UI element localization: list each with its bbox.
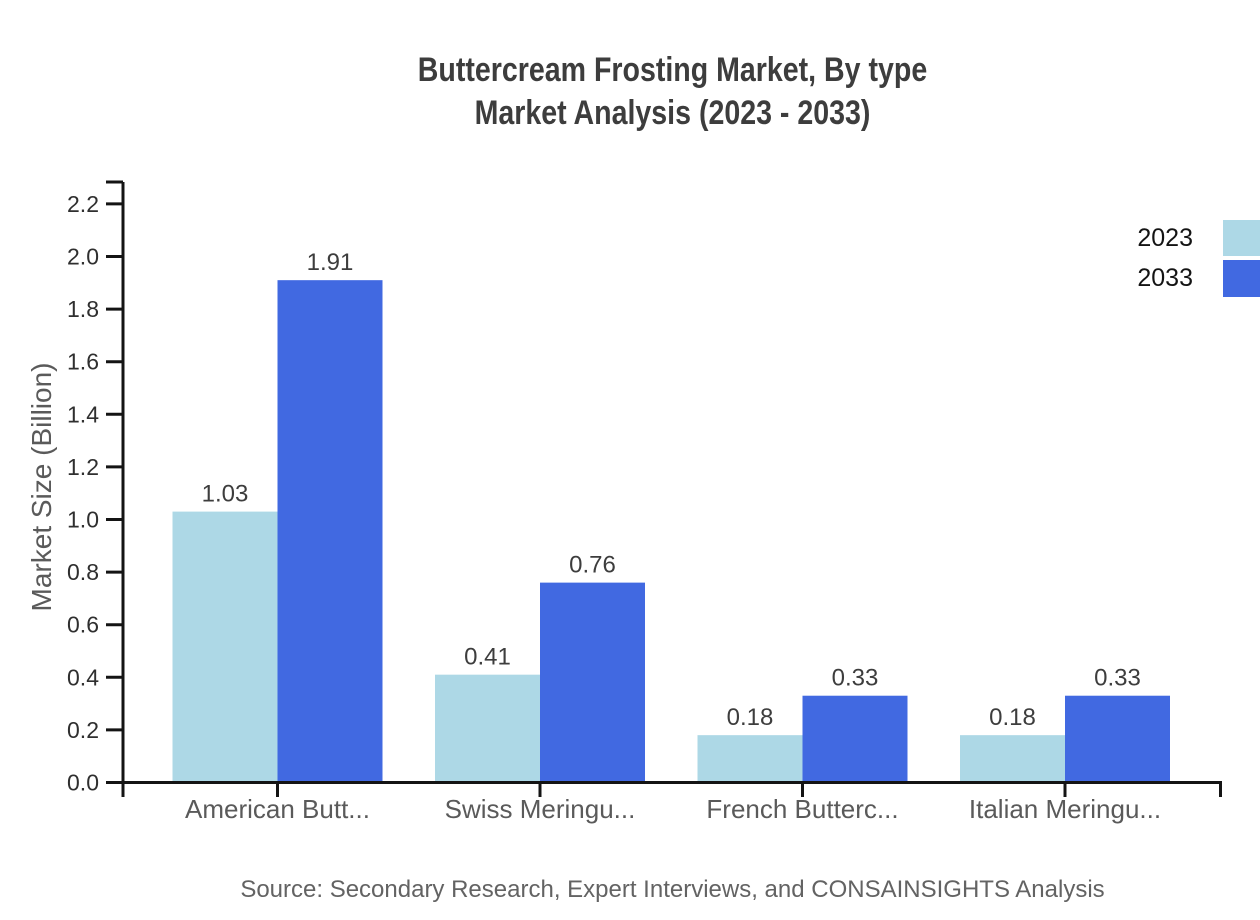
legend-swatch-2023-icon xyxy=(1223,220,1260,256)
bar-2033-swiss-meringu xyxy=(540,582,645,782)
bar-2023-french-butterc xyxy=(697,735,803,782)
value-label-2023-american-butt: 1.03 xyxy=(202,481,249,508)
category-label-french-butterc: French Butterc... xyxy=(706,794,898,824)
source-note: Source: Secondary Research, Expert Inter… xyxy=(240,876,1105,903)
bar-2033-italian-meringu xyxy=(1065,695,1170,782)
y-tick-label-1.8: 1.8 xyxy=(67,296,99,322)
y-tick-label-0.2: 0.2 xyxy=(67,717,99,743)
y-tick-label-1.0: 1.0 xyxy=(67,507,99,533)
legend-swatch-2033-icon xyxy=(1223,260,1260,297)
category-label-american-butt: American Butt... xyxy=(185,794,370,824)
value-label-2023-french-butterc: 0.18 xyxy=(727,704,774,731)
bar-2033-american-butt xyxy=(277,280,383,782)
y-tick-label-1.4: 1.4 xyxy=(67,401,99,427)
bar-2023-swiss-meringu xyxy=(435,674,540,782)
category-label-swiss-meringu: Swiss Meringu... xyxy=(445,794,636,824)
value-label-2033-french-butterc: 0.33 xyxy=(832,665,879,692)
value-label-2023-italian-meringu: 0.18 xyxy=(989,704,1036,731)
bar-2023-american-butt xyxy=(172,511,278,782)
y-tick-label-2.0: 2.0 xyxy=(67,244,99,270)
y-tick-label-2.2: 2.2 xyxy=(67,191,99,217)
value-label-2033-swiss-meringu: 0.76 xyxy=(569,552,616,579)
legend-item-2023: 2023 xyxy=(1040,220,1260,256)
chart-title: Buttercream Frosting Market, By type Mar… xyxy=(123,49,1222,135)
legend-label-2033: 2033 xyxy=(1137,264,1193,292)
legend-item-2033: 2033 xyxy=(1040,260,1260,297)
chart-title-line2: Market Analysis (2023 - 2033) xyxy=(474,94,871,132)
value-label-2033-american-butt: 1.91 xyxy=(307,249,354,276)
y-tick-label-1.2: 1.2 xyxy=(67,454,99,480)
y-tick-label-0.8: 0.8 xyxy=(67,559,99,585)
y-tick-label-0.6: 0.6 xyxy=(67,612,99,638)
value-label-2033-italian-meringu: 0.33 xyxy=(1094,665,1141,692)
y-tick-label-1.6: 1.6 xyxy=(67,349,99,375)
legend-label-2023: 2023 xyxy=(1137,223,1193,252)
category-label-italian-meringu: Italian Meringu... xyxy=(969,794,1161,824)
y-tick-label-0.0: 0.0 xyxy=(67,770,99,796)
value-label-2023-swiss-meringu: 0.41 xyxy=(464,644,511,671)
y-tick-label-0.4: 0.4 xyxy=(67,664,99,690)
chart-title-line1: Buttercream Frosting Market, By type xyxy=(417,51,928,89)
bar-2023-italian-meringu xyxy=(960,735,1065,782)
bar-2033-french-butterc xyxy=(802,695,908,782)
